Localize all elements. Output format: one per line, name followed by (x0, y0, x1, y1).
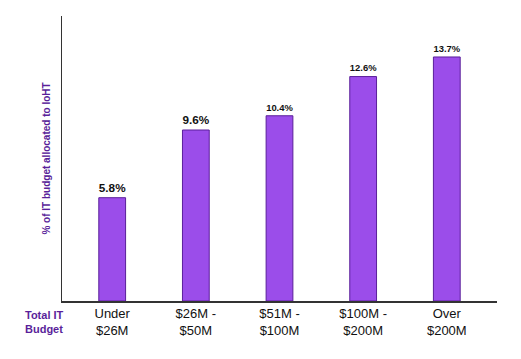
svg-text:% of IT budget allocated to Io: % of IT budget allocated to IoHT (41, 82, 52, 234)
svg-text:Under$26M: Under$26M (94, 306, 130, 338)
svg-text:10.4%: 10.4% (266, 102, 293, 113)
svg-text:$51M -$100M: $51M -$100M (259, 306, 299, 338)
svg-text:9.6%: 9.6% (182, 113, 209, 126)
svg-text:12.6%: 12.6% (350, 62, 377, 73)
svg-text:5.8%: 5.8% (99, 181, 126, 194)
svg-text:Over$200M: Over$200M (427, 306, 467, 338)
svg-text:Total ITBudget: Total ITBudget (25, 309, 64, 335)
svg-text:$26M -$50M: $26M -$50M (176, 306, 216, 338)
svg-text:13.7%: 13.7% (433, 43, 460, 54)
svg-text:$100M -$200M: $100M -$200M (339, 306, 387, 338)
